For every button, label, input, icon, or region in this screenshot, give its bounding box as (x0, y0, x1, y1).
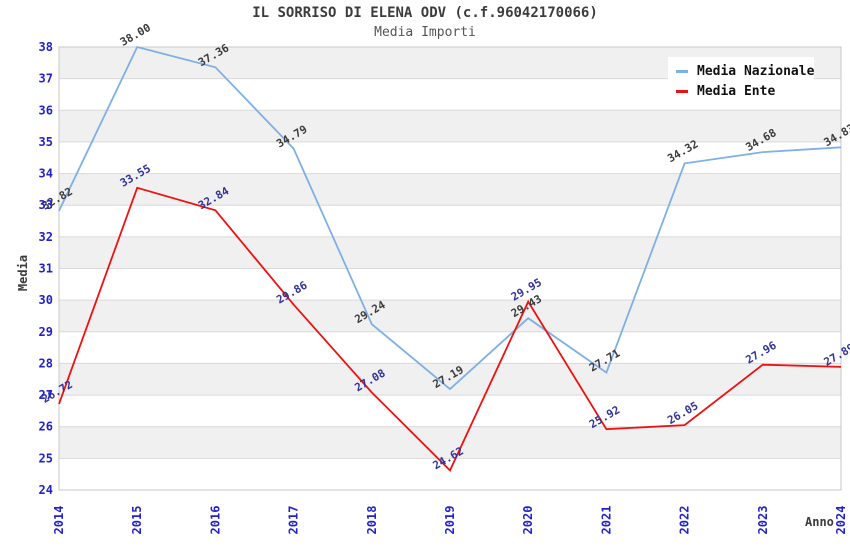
y-tick-label: 31 (39, 262, 53, 276)
plot-band (59, 300, 841, 332)
legend: Media Nazionale Media Ente (668, 57, 814, 107)
x-tick-label: 2015 (130, 506, 144, 535)
x-tick-label: 2023 (756, 506, 770, 535)
legend-label-media-ente: Media Ente (697, 83, 776, 99)
y-tick-label: 34 (39, 167, 53, 181)
y-axis-title: Media (16, 254, 30, 292)
y-tick-label: 27 (39, 388, 53, 402)
legend-item-media-nazionale: Media Nazionale (676, 61, 814, 81)
x-tick-label: 2018 (365, 506, 379, 535)
y-tick-label: 24 (39, 483, 53, 497)
series-line-media-nazionale (58, 45, 842, 391)
y-tick-label: 25 (39, 451, 53, 465)
y-tick-label: 38 (39, 40, 53, 54)
plot-border (58, 46, 842, 491)
x-tick-label: 2016 (208, 506, 222, 535)
x-tick-label: 2022 (678, 506, 692, 535)
plot-band (59, 426, 841, 459)
x-tick-label: 2021 (599, 506, 613, 535)
y-tick-label: 29 (39, 325, 53, 339)
y-tick-label: 30 (39, 293, 53, 307)
x-tick-label: 2024 (834, 506, 848, 535)
plot-band (59, 236, 841, 269)
x-tick-label: 2014 (52, 506, 66, 535)
y-tick-label: 37 (39, 72, 53, 86)
chart-subtitle: Media Importi (374, 25, 476, 40)
y-tick-label: 28 (39, 356, 53, 370)
y-tick-label: 36 (39, 103, 53, 117)
y-tick-label: 35 (39, 135, 53, 149)
x-tick-label: 2019 (443, 506, 457, 535)
y-tick-label: 26 (39, 420, 53, 434)
legend-swatch-media-nazionale (676, 69, 688, 73)
y-tick-label: 32 (39, 230, 53, 244)
y-tick-label: 33 (39, 198, 53, 212)
legend-label-media-nazionale: Media Nazionale (697, 63, 815, 79)
x-tick-label: 2020 (521, 506, 535, 535)
data-label: 26.05 (665, 399, 700, 427)
x-tick-label: 2017 (287, 506, 301, 535)
plot-band (59, 173, 841, 206)
legend-item-media-ente: Media Ente (676, 81, 814, 101)
x-axis-title: Anno (805, 515, 834, 529)
data-label: 38.00 (118, 21, 153, 49)
legend-swatch-media-ente (676, 89, 688, 93)
plot-band (59, 110, 841, 142)
series-line-media-ente (58, 186, 842, 472)
data-label: 27.96 (743, 339, 779, 367)
chart-title: IL SORRISO DI ELENA ODV (c.f.96042170066… (252, 5, 598, 21)
